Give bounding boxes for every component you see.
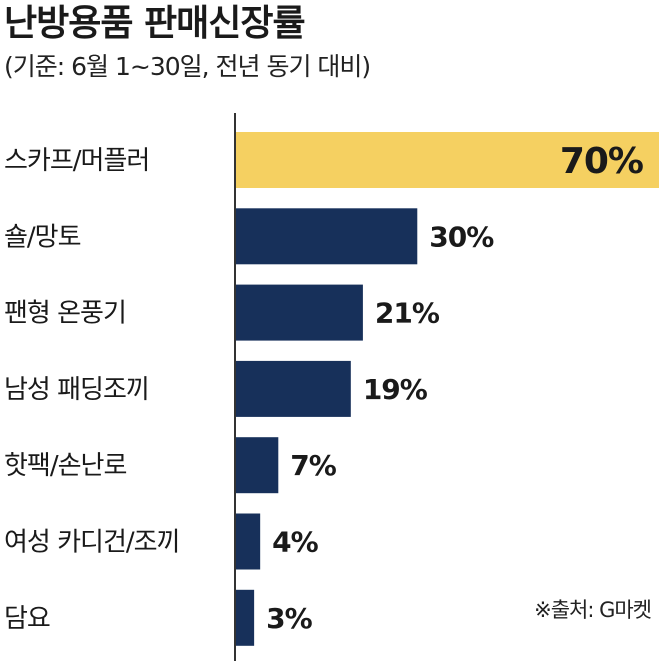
bar <box>236 360 351 417</box>
category-label: 핫팩/손난로 <box>4 451 126 481</box>
category-label: 남성 패딩조끼 <box>4 375 149 405</box>
value-label: 21% <box>375 297 440 330</box>
bar <box>236 284 363 341</box>
value-label: 30% <box>429 220 494 253</box>
value-label: 70% <box>560 141 643 182</box>
value-label: 19% <box>363 373 428 406</box>
source-note: ※출처: G마켓 <box>534 598 652 622</box>
value-label: 7% <box>290 449 336 482</box>
category-label: 담요 <box>4 604 50 634</box>
bar <box>236 513 261 570</box>
bar <box>236 208 418 265</box>
category-label: 팬형 온풍기 <box>4 299 126 329</box>
category-label: 스카프/머플러 <box>4 146 149 176</box>
chart-title: 난방용품 판매신장률 <box>4 3 306 44</box>
chart-subtitle: (기준: 6월 1~30일, 전년 동기 대비) <box>4 52 371 81</box>
value-label: 3% <box>266 602 312 635</box>
value-label: 4% <box>272 526 318 559</box>
category-label: 숄/망토 <box>4 222 81 252</box>
category-label: 여성 카디건/조끼 <box>4 528 179 558</box>
bar <box>236 589 255 646</box>
bar <box>236 437 279 494</box>
bars-group: 스카프/머플러 70% 숄/망토 30% 팬형 온풍기 21% 남성 패딩조끼 19% 핫팩/손… <box>4 132 659 646</box>
bar <box>236 132 659 188</box>
